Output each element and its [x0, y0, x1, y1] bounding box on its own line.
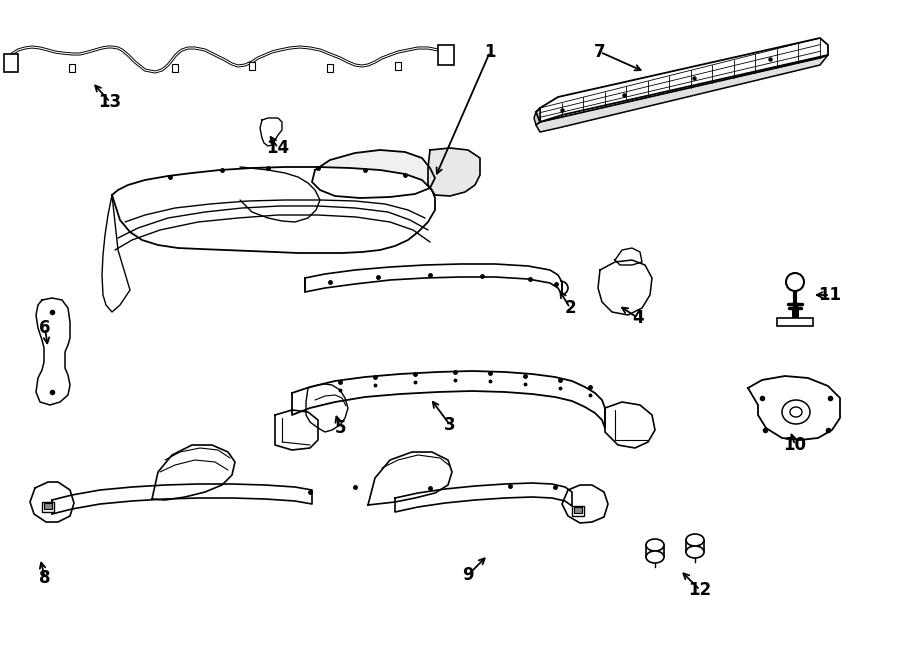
Bar [438, 45, 454, 65]
Polygon shape [275, 410, 318, 450]
Text: 9: 9 [463, 566, 473, 584]
Polygon shape [428, 148, 480, 196]
Polygon shape [748, 376, 840, 440]
Text: 13: 13 [98, 93, 122, 111]
Text: 11: 11 [818, 286, 842, 304]
Polygon shape [312, 150, 435, 198]
Bar [395, 62, 401, 70]
Polygon shape [395, 483, 572, 512]
Polygon shape [102, 195, 130, 312]
Polygon shape [292, 371, 605, 428]
Text: 6: 6 [40, 319, 50, 337]
Bar [777, 318, 813, 326]
Text: 4: 4 [632, 309, 644, 327]
Polygon shape [260, 118, 282, 146]
Text: 3: 3 [445, 416, 455, 434]
Polygon shape [534, 108, 540, 125]
Bar [249, 62, 255, 70]
Polygon shape [112, 167, 435, 253]
Bar [69, 64, 75, 72]
Text: 12: 12 [688, 581, 712, 599]
Polygon shape [605, 402, 655, 448]
Bar [172, 64, 178, 72]
Ellipse shape [786, 273, 804, 291]
Polygon shape [306, 384, 348, 432]
Bar [574, 507, 582, 513]
Bar [4, 54, 18, 72]
Polygon shape [615, 248, 642, 265]
Polygon shape [152, 445, 235, 500]
Polygon shape [536, 55, 828, 132]
Polygon shape [562, 485, 608, 523]
Text: 7: 7 [594, 43, 606, 61]
Polygon shape [52, 484, 312, 514]
Text: 8: 8 [40, 569, 50, 587]
Text: 10: 10 [784, 436, 806, 454]
Bar [42, 502, 54, 512]
Text: 14: 14 [266, 139, 290, 157]
Bar [572, 506, 584, 516]
Ellipse shape [646, 539, 664, 551]
Ellipse shape [646, 551, 664, 563]
Ellipse shape [686, 534, 704, 546]
Polygon shape [36, 298, 70, 405]
Text: 5: 5 [334, 419, 346, 437]
Polygon shape [598, 260, 652, 315]
Ellipse shape [686, 546, 704, 558]
Polygon shape [368, 452, 452, 505]
Polygon shape [536, 38, 828, 122]
Polygon shape [30, 482, 74, 522]
Bar [327, 64, 333, 72]
Text: 2: 2 [564, 299, 576, 317]
Bar [44, 503, 52, 509]
Text: 1: 1 [484, 43, 496, 61]
Polygon shape [305, 264, 562, 295]
